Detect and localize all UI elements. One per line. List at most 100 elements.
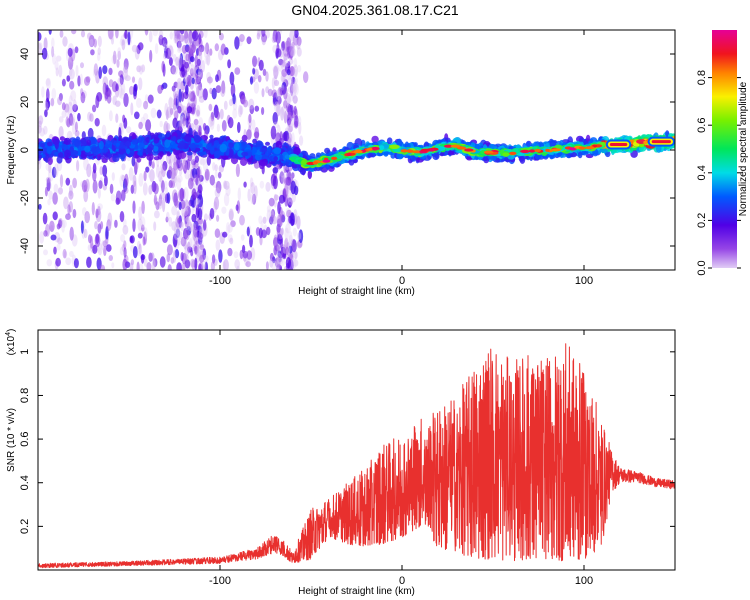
noise-cell bbox=[94, 221, 98, 230]
noise-cell bbox=[201, 60, 206, 73]
noise-cell bbox=[176, 177, 182, 191]
noise-cell bbox=[107, 218, 112, 230]
noise-cell bbox=[162, 198, 166, 213]
noise-cell bbox=[153, 258, 158, 268]
noise-cell bbox=[228, 208, 234, 221]
noise-cell bbox=[61, 102, 66, 111]
noise-cell bbox=[183, 227, 189, 240]
noise-cell bbox=[176, 33, 181, 42]
noise-cell bbox=[191, 223, 197, 230]
noise-cell bbox=[262, 216, 267, 224]
noise-cell bbox=[280, 73, 286, 83]
noise-cell bbox=[132, 218, 136, 232]
noise-cell bbox=[168, 45, 174, 58]
noise-cell bbox=[281, 59, 287, 68]
noise-cell bbox=[240, 92, 246, 105]
ridge-cell bbox=[107, 153, 113, 159]
noise-cell bbox=[216, 214, 220, 222]
noise-cell bbox=[266, 226, 271, 236]
noise-cell bbox=[203, 30, 208, 39]
noise-cell bbox=[131, 156, 136, 167]
noise-cell bbox=[68, 201, 74, 213]
noise-cell bbox=[178, 34, 185, 42]
noise-cell bbox=[272, 167, 279, 174]
noise-cell bbox=[134, 111, 140, 120]
noise-cell bbox=[293, 105, 297, 116]
noise-cell bbox=[158, 170, 163, 182]
noise-cell bbox=[59, 30, 64, 38]
noise-cell bbox=[261, 107, 265, 115]
ridge-cell bbox=[209, 146, 215, 155]
noise-cell bbox=[188, 30, 193, 44]
noise-cell bbox=[173, 90, 177, 99]
ridge-core-cell bbox=[336, 154, 344, 159]
noise-cell bbox=[154, 210, 160, 219]
noise-cell bbox=[177, 54, 183, 69]
ridge-cell bbox=[190, 142, 196, 152]
noise-cell bbox=[67, 101, 74, 116]
noise-cell bbox=[177, 231, 183, 241]
noise-cell bbox=[290, 180, 297, 195]
ridge-cell bbox=[411, 156, 416, 162]
noise-cell bbox=[288, 125, 293, 133]
noise-cell bbox=[68, 190, 74, 200]
noise-cell bbox=[48, 30, 52, 35]
noise-cell bbox=[236, 265, 240, 270]
noise-cell bbox=[216, 111, 220, 120]
noise-cell bbox=[121, 163, 126, 171]
noise-cell bbox=[115, 83, 119, 92]
ridge-cell bbox=[466, 156, 473, 161]
noise-cell bbox=[93, 63, 99, 76]
noise-cell bbox=[88, 34, 95, 48]
ridge-core-cell bbox=[300, 159, 307, 166]
noise-cell bbox=[252, 55, 258, 67]
noise-cell bbox=[220, 83, 226, 97]
noise-cell bbox=[273, 234, 278, 248]
noise-cell bbox=[168, 57, 173, 66]
noise-cell bbox=[276, 252, 282, 260]
noise-cell bbox=[170, 167, 176, 180]
noise-cell bbox=[91, 202, 95, 216]
noise-cell bbox=[97, 205, 101, 216]
noise-cell bbox=[245, 257, 251, 268]
noise-cell bbox=[83, 228, 88, 239]
noise-cell bbox=[178, 119, 182, 132]
noise-cell bbox=[154, 43, 159, 55]
noise-cell bbox=[286, 119, 293, 133]
noise-cell bbox=[248, 98, 255, 110]
noise-cell bbox=[137, 248, 143, 257]
noise-cell bbox=[54, 60, 59, 71]
noise-cell bbox=[119, 38, 125, 47]
noise-cell bbox=[193, 224, 199, 238]
noise-cell bbox=[83, 189, 89, 203]
noise-cell bbox=[175, 95, 179, 110]
noise-cell bbox=[184, 210, 189, 220]
noise-cell bbox=[254, 105, 260, 112]
noise-cell bbox=[115, 113, 119, 123]
ridge-cell bbox=[146, 153, 154, 161]
noise-cell bbox=[257, 30, 262, 37]
ridge-cell bbox=[519, 155, 526, 164]
noise-cell bbox=[286, 37, 292, 51]
noise-cell bbox=[181, 212, 185, 221]
noise-cell bbox=[183, 164, 187, 174]
noise-cell bbox=[204, 55, 209, 65]
noise-cell bbox=[252, 193, 257, 205]
noise-cell bbox=[151, 259, 156, 270]
ridge-cell bbox=[240, 157, 248, 166]
noise-cell bbox=[253, 131, 260, 139]
noise-cell bbox=[287, 104, 292, 115]
noise-cell bbox=[138, 243, 142, 255]
noise-cell bbox=[272, 175, 278, 190]
noise-cell bbox=[58, 64, 63, 78]
noise-cell bbox=[194, 155, 199, 163]
noise-cell bbox=[44, 101, 49, 111]
noise-cell bbox=[229, 71, 235, 86]
noise-cell bbox=[184, 71, 189, 83]
noise-cell bbox=[167, 264, 172, 270]
noise-cell bbox=[211, 87, 217, 100]
noise-cell bbox=[176, 157, 181, 169]
noise-cell bbox=[132, 174, 137, 187]
noise-cell bbox=[273, 66, 279, 80]
noise-cell bbox=[133, 83, 138, 92]
